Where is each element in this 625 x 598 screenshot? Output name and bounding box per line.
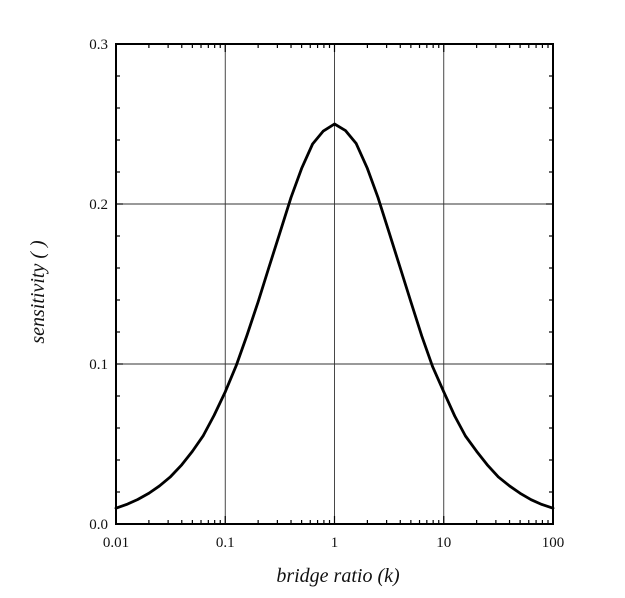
data-point — [278, 231, 282, 235]
data-point — [212, 414, 216, 417]
data-point — [224, 390, 227, 394]
data-point — [518, 492, 522, 495]
data-point — [267, 266, 270, 270]
x-tick-label: 10 — [436, 535, 451, 551]
data-point — [300, 167, 303, 170]
x-tick-label: 1 — [331, 535, 339, 551]
data-point — [256, 300, 260, 303]
data-point — [486, 463, 489, 466]
data-point — [366, 167, 369, 170]
data-point — [442, 390, 445, 394]
data-point — [420, 334, 424, 338]
data-point — [453, 414, 456, 418]
data-point — [235, 364, 238, 367]
data-point — [202, 434, 205, 437]
data-point — [508, 484, 511, 488]
grid — [116, 44, 553, 524]
data-point — [431, 365, 434, 368]
data-point — [399, 266, 402, 270]
x-axis-title: bridge ratio (k) — [276, 565, 400, 587]
x-tick-label: 100 — [542, 535, 565, 551]
data-point — [497, 475, 500, 479]
y-axis-title: sensitivity ( ) — [27, 240, 49, 344]
data-point — [475, 450, 478, 453]
data-point — [540, 503, 544, 506]
data-point — [409, 300, 413, 303]
data-point — [125, 503, 128, 506]
tick-labels: 0.01 0.1 1 10 100 0.0 0.1 0.2 0.3 — [89, 37, 564, 551]
x-tick-label: 0.01 — [103, 535, 129, 551]
data-point — [355, 142, 358, 145]
data-point — [376, 196, 380, 199]
y-tick-label: 0.3 — [89, 37, 108, 53]
y-tick-label: 0.0 — [89, 517, 108, 533]
data-point — [158, 484, 161, 488]
data-point — [191, 450, 194, 453]
ticks — [115, 43, 553, 525]
data-point — [333, 122, 336, 126]
data-point — [311, 142, 314, 146]
data-point — [529, 498, 533, 501]
data-point — [245, 334, 249, 337]
data-point — [387, 231, 391, 234]
x-tick-label: 0.1 — [216, 535, 235, 551]
data-point — [180, 463, 183, 466]
y-tick-label: 0.1 — [89, 357, 108, 373]
y-tick-label: 0.2 — [89, 197, 108, 213]
series-layer — [114, 122, 555, 510]
data-point — [169, 475, 172, 478]
data-point — [147, 492, 151, 495]
data-point — [289, 196, 293, 199]
data-point — [322, 129, 325, 133]
data-point — [136, 498, 139, 501]
data-point — [344, 129, 347, 132]
data-point — [464, 434, 467, 438]
